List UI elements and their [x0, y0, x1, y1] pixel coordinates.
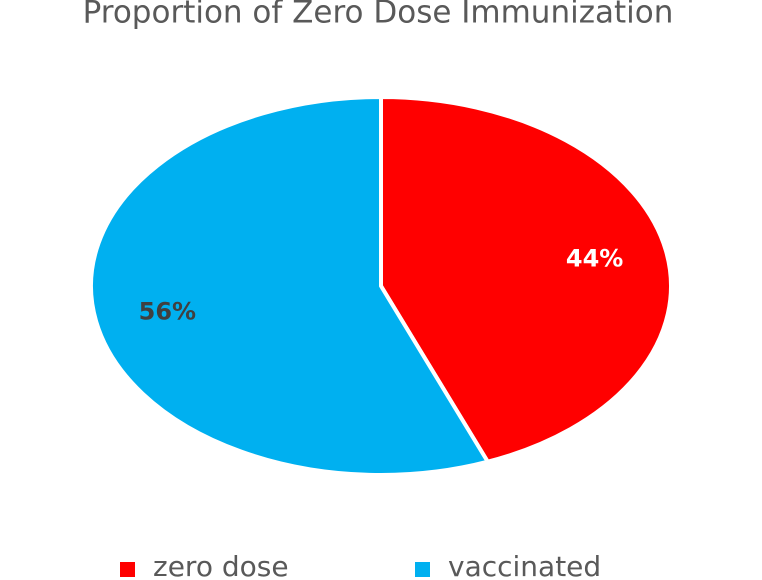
data-label: 56% [139, 298, 196, 326]
pie-slice [379, 94, 673, 465]
data-label: 44% [566, 244, 623, 272]
legend-swatch [120, 562, 135, 577]
legend-label: vaccinated [448, 550, 601, 580]
legend-label: zero dose [153, 550, 289, 580]
pie-slice [89, 94, 491, 477]
chart-title: Proportion of Zero Dose Immunization [83, 0, 674, 31]
legend-swatch [415, 562, 430, 577]
